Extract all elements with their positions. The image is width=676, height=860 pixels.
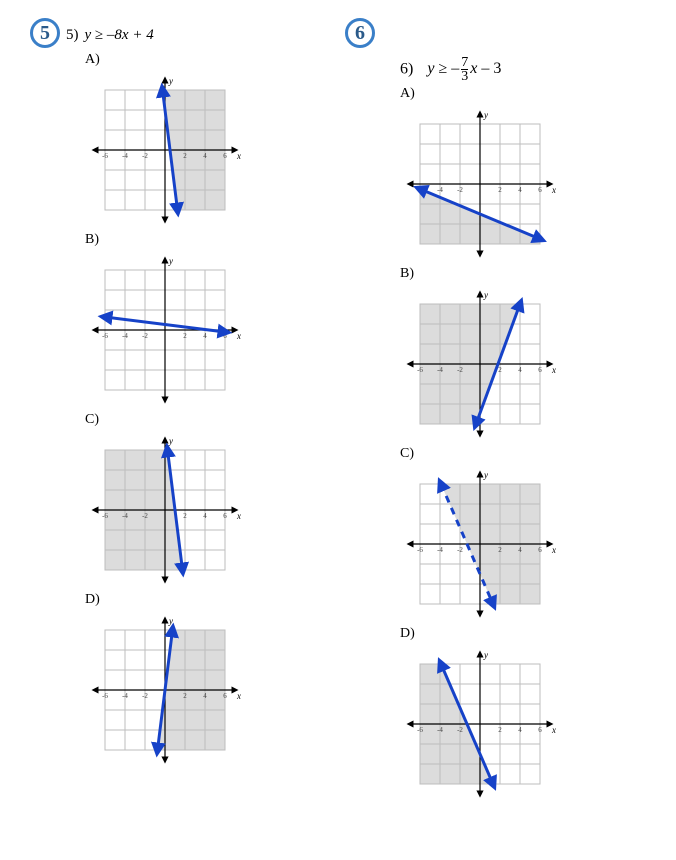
q6-choice-B: B) -6 -4 -2 2 4 6 x y	[400, 266, 560, 444]
q5-header: 5 5) y ≥ –8x + 4	[30, 20, 245, 50]
svg-text:-6: -6	[417, 726, 423, 734]
svg-text:2: 2	[498, 546, 502, 554]
svg-text:-4: -4	[437, 186, 443, 194]
svg-text:6: 6	[538, 726, 542, 734]
svg-text:-6: -6	[102, 332, 108, 340]
svg-text:4: 4	[203, 332, 207, 340]
q5-graph-A: -6 -4 -2 2 4 6 x y	[85, 70, 245, 230]
svg-text:-6: -6	[102, 152, 108, 160]
svg-text:-2: -2	[457, 546, 463, 554]
q5-label-D: D)	[85, 592, 245, 608]
svg-text:x: x	[236, 331, 241, 341]
svg-text:x: x	[236, 511, 241, 521]
column-q5: 5 5) y ≥ –8x + 4 A) -6-4-2246xy B) -6-4-…	[30, 20, 245, 772]
q5-choice-C: C) -6 -4 -2 2 4 6 x y	[85, 412, 245, 590]
svg-text:-2: -2	[457, 366, 463, 374]
q6-label-D: D)	[400, 626, 560, 642]
svg-text:x: x	[551, 725, 556, 735]
svg-text:-2: -2	[457, 726, 463, 734]
q5-number: 5)	[66, 27, 79, 44]
q6-number: 6)	[400, 60, 413, 77]
svg-text:-4: -4	[437, 726, 443, 734]
svg-text:x: x	[236, 151, 241, 161]
q5-expression: y ≥ –8x + 4	[85, 27, 154, 44]
svg-text:-6: -6	[417, 546, 423, 554]
svg-text:y: y	[483, 110, 488, 120]
q5-label-B: B)	[85, 232, 245, 248]
svg-text:x: x	[551, 185, 556, 195]
svg-text:-2: -2	[142, 692, 148, 700]
q5-graph-D: -6 -4 -2 2 4 6 x y	[85, 610, 245, 770]
svg-text:6: 6	[223, 152, 227, 160]
svg-text:x: x	[551, 365, 556, 375]
svg-text:4: 4	[518, 546, 522, 554]
svg-text:-4: -4	[437, 546, 443, 554]
svg-text:2: 2	[498, 186, 502, 194]
svg-text:y: y	[168, 76, 173, 86]
svg-text:2: 2	[183, 152, 187, 160]
q5-choice-B: B) -6-4-2246xy	[85, 232, 245, 410]
svg-text:-2: -2	[142, 152, 148, 160]
svg-text:2: 2	[183, 332, 187, 340]
q6-expression: y ≥ –73x – 3	[427, 60, 501, 77]
q6-label-C: C)	[400, 446, 560, 462]
q5-label-C: C)	[85, 412, 245, 428]
svg-text:y: y	[483, 470, 488, 480]
svg-text:4: 4	[518, 366, 522, 374]
q6-header: 6	[345, 20, 560, 50]
column-q6: 6 6) y ≥ –73x – 3 A) -6 -4 -2 2 4 6 x y B) -6 -4…	[345, 20, 560, 806]
svg-text:6: 6	[538, 186, 542, 194]
badge-6: 6	[345, 18, 375, 48]
svg-text:-2: -2	[142, 512, 148, 520]
svg-text:4: 4	[203, 692, 207, 700]
svg-text:6: 6	[538, 366, 542, 374]
svg-text:-4: -4	[122, 152, 128, 160]
q5-graph-B: -6-4-2246xy	[85, 250, 245, 410]
q5-label-A: A)	[85, 52, 245, 68]
q6-graph-C: -6 -4 -2 2 4 6 x y	[400, 464, 560, 624]
svg-text:6: 6	[223, 692, 227, 700]
q6-graph-D: -6 -4 -2 2 4 6 x y	[400, 644, 560, 804]
svg-text:y: y	[168, 256, 173, 266]
svg-text:4: 4	[518, 186, 522, 194]
badge-5: 5	[30, 18, 60, 48]
svg-text:-6: -6	[102, 692, 108, 700]
q6-graph-A: -6-4-2246xy	[400, 104, 560, 264]
q6-choice-D: D) -6 -4 -2 2 4 6 x y	[400, 626, 560, 804]
q6-choice-A: A) -6-4-2246xy	[400, 86, 560, 264]
svg-text:-4: -4	[122, 332, 128, 340]
q6-graph-B: -6 -4 -2 2 4 6 x y	[400, 284, 560, 444]
svg-text:-2: -2	[142, 332, 148, 340]
q5-choice-A: A) -6 -4 -2 2 4 6 x y	[85, 52, 245, 230]
q6-label-B: B)	[400, 266, 560, 282]
svg-text:-4: -4	[122, 512, 128, 520]
svg-text:-2: -2	[457, 186, 463, 194]
svg-text:4: 4	[203, 512, 207, 520]
svg-text:4: 4	[518, 726, 522, 734]
svg-text:-4: -4	[122, 692, 128, 700]
svg-text:-6: -6	[102, 512, 108, 520]
svg-text:6: 6	[223, 512, 227, 520]
svg-text:y: y	[483, 290, 488, 300]
q5-choice-D: D) -6 -4 -2 2 4 6 x y	[85, 592, 245, 770]
svg-text:x: x	[551, 545, 556, 555]
svg-text:2: 2	[498, 366, 502, 374]
svg-text:4: 4	[203, 152, 207, 160]
svg-text:y: y	[168, 436, 173, 446]
svg-text:y: y	[483, 650, 488, 660]
q6-question: 6) y ≥ –73x – 3	[400, 56, 560, 84]
q5-graph-C: -6 -4 -2 2 4 6 x y	[85, 430, 245, 590]
svg-text:x: x	[236, 691, 241, 701]
svg-text:y: y	[168, 616, 173, 626]
q6-label-A: A)	[400, 86, 560, 102]
svg-text:2: 2	[498, 726, 502, 734]
svg-text:2: 2	[183, 512, 187, 520]
svg-text:-6: -6	[417, 366, 423, 374]
svg-text:-4: -4	[437, 366, 443, 374]
svg-text:6: 6	[538, 546, 542, 554]
svg-text:2: 2	[183, 692, 187, 700]
q6-choice-C: C) -6 -4 -2 2 4 6 x y	[400, 446, 560, 624]
